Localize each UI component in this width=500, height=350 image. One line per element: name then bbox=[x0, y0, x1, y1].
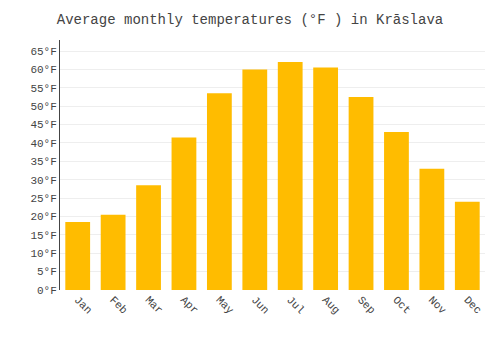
svg-text:30°F: 30°F bbox=[30, 175, 56, 187]
svg-text:40°F: 40°F bbox=[30, 138, 56, 150]
svg-text:35°F: 35°F bbox=[30, 156, 56, 168]
svg-text:Oct: Oct bbox=[390, 294, 412, 316]
svg-text:Jun: Jun bbox=[249, 294, 271, 316]
svg-text:Average monthly temperatures (: Average monthly temperatures (°F ) in Kr… bbox=[57, 12, 443, 28]
svg-text:10°F: 10°F bbox=[30, 248, 56, 260]
svg-text:Nov: Nov bbox=[426, 294, 449, 317]
svg-text:65°F: 65°F bbox=[30, 46, 56, 58]
svg-text:55°F: 55°F bbox=[30, 83, 56, 95]
svg-text:Aug: Aug bbox=[320, 294, 342, 316]
svg-text:Apr: Apr bbox=[178, 294, 200, 316]
svg-text:25°F: 25°F bbox=[30, 193, 56, 205]
svg-text:Feb: Feb bbox=[107, 294, 129, 316]
svg-text:Sep: Sep bbox=[355, 294, 377, 316]
svg-text:May: May bbox=[213, 294, 236, 317]
svg-text:5°F: 5°F bbox=[37, 266, 57, 278]
svg-text:50°F: 50°F bbox=[30, 101, 56, 113]
svg-text:20°F: 20°F bbox=[30, 211, 56, 223]
svg-text:45°F: 45°F bbox=[30, 119, 56, 131]
svg-text:15°F: 15°F bbox=[30, 230, 56, 242]
svg-text:Mar: Mar bbox=[143, 294, 165, 316]
svg-text:Dec: Dec bbox=[461, 294, 483, 316]
svg-text:Jul: Jul bbox=[284, 294, 306, 316]
svg-text:Jan: Jan bbox=[72, 294, 94, 316]
svg-text:60°F: 60°F bbox=[30, 64, 56, 76]
svg-text:0°F: 0°F bbox=[37, 285, 57, 297]
